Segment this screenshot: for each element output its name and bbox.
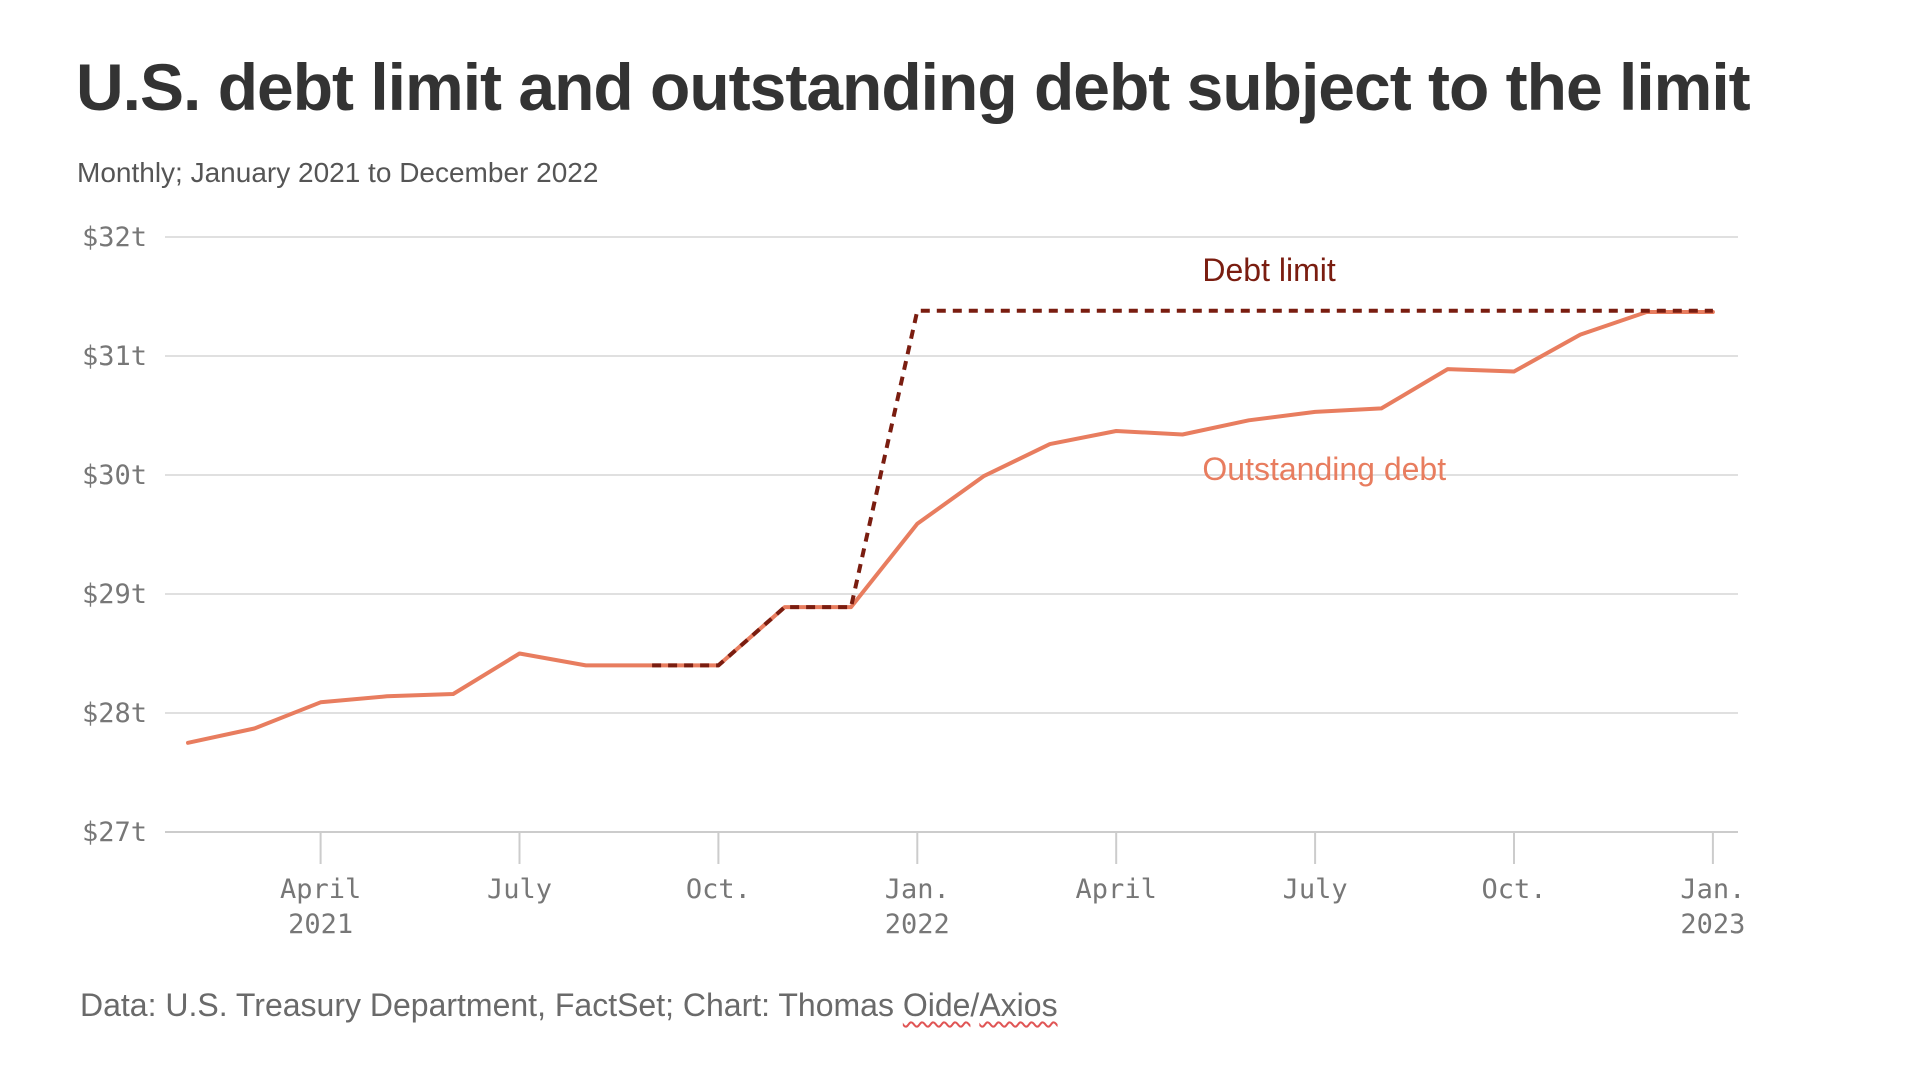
y-tick-label: $32t (82, 222, 147, 253)
y-tick-label: $29t (82, 579, 147, 610)
debt-limit-label: Debt limit (1202, 252, 1335, 288)
x-tick-label: Jan. (1680, 874, 1745, 905)
chart-source: Data: U.S. Treasury Department, FactSet;… (80, 985, 1058, 1025)
source-separator: / (970, 987, 980, 1023)
x-tick-label: July (1283, 874, 1348, 905)
x-tick-label: April (1076, 874, 1157, 905)
x-tick-label: April (280, 874, 361, 905)
debt-limit-line (652, 308, 1713, 668)
x-axis-ticks: April 2021 July Oct. Jan. 2022 April July Oct. Ja… (280, 832, 1745, 940)
x-tick-year-label: 2022 (885, 909, 950, 940)
series-lines (186, 308, 1715, 745)
outstanding-debt-label: Outstanding debt (1202, 451, 1446, 487)
y-axis-ticks: $27t $28t $29t $30t $31t $32t (82, 222, 147, 848)
x-tick-label: Oct. (686, 874, 751, 905)
source-prefix: Data: U.S. Treasury Department, FactSet;… (80, 987, 903, 1023)
x-tick-year-label: 2023 (1680, 909, 1745, 940)
series-labels: Outstanding debt Debt limit (1202, 252, 1446, 487)
x-tick-label: Oct. (1481, 874, 1546, 905)
x-tick-label: Jan. (885, 874, 950, 905)
y-tick-label: $28t (82, 698, 147, 729)
gridlines (165, 236, 1738, 833)
chart-subtitle: Monthly; January 2021 to December 2022 (77, 157, 599, 188)
y-tick-label: $30t (82, 460, 147, 491)
x-tick-label: July (487, 874, 552, 905)
outstanding-debt-line (186, 310, 1715, 745)
chart-title: U.S. debt limit and outstanding debt sub… (76, 50, 1751, 124)
x-tick-year-label: 2021 (288, 909, 353, 940)
source-author-name: Oide (902, 987, 971, 1023)
y-tick-label: $27t (82, 817, 147, 848)
source-outlet-name: Axios (979, 987, 1058, 1023)
y-tick-label: $31t (82, 341, 147, 372)
